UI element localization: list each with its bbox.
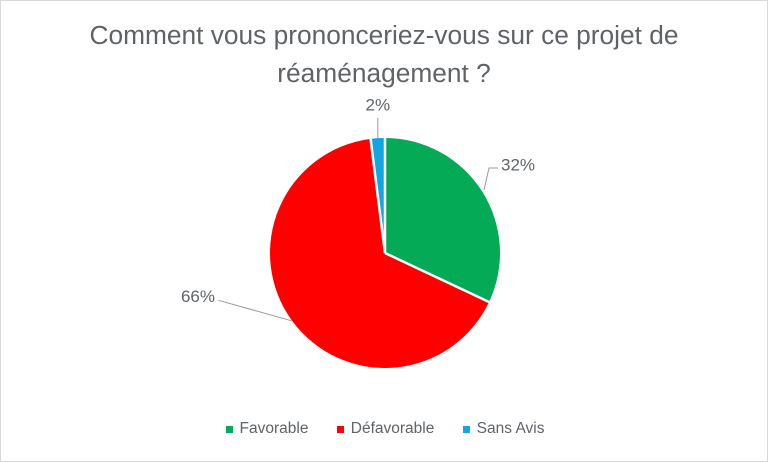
svg-text:2%: 2% — [366, 96, 391, 115]
svg-text:32%: 32% — [501, 156, 535, 175]
svg-text:66%: 66% — [181, 287, 215, 306]
